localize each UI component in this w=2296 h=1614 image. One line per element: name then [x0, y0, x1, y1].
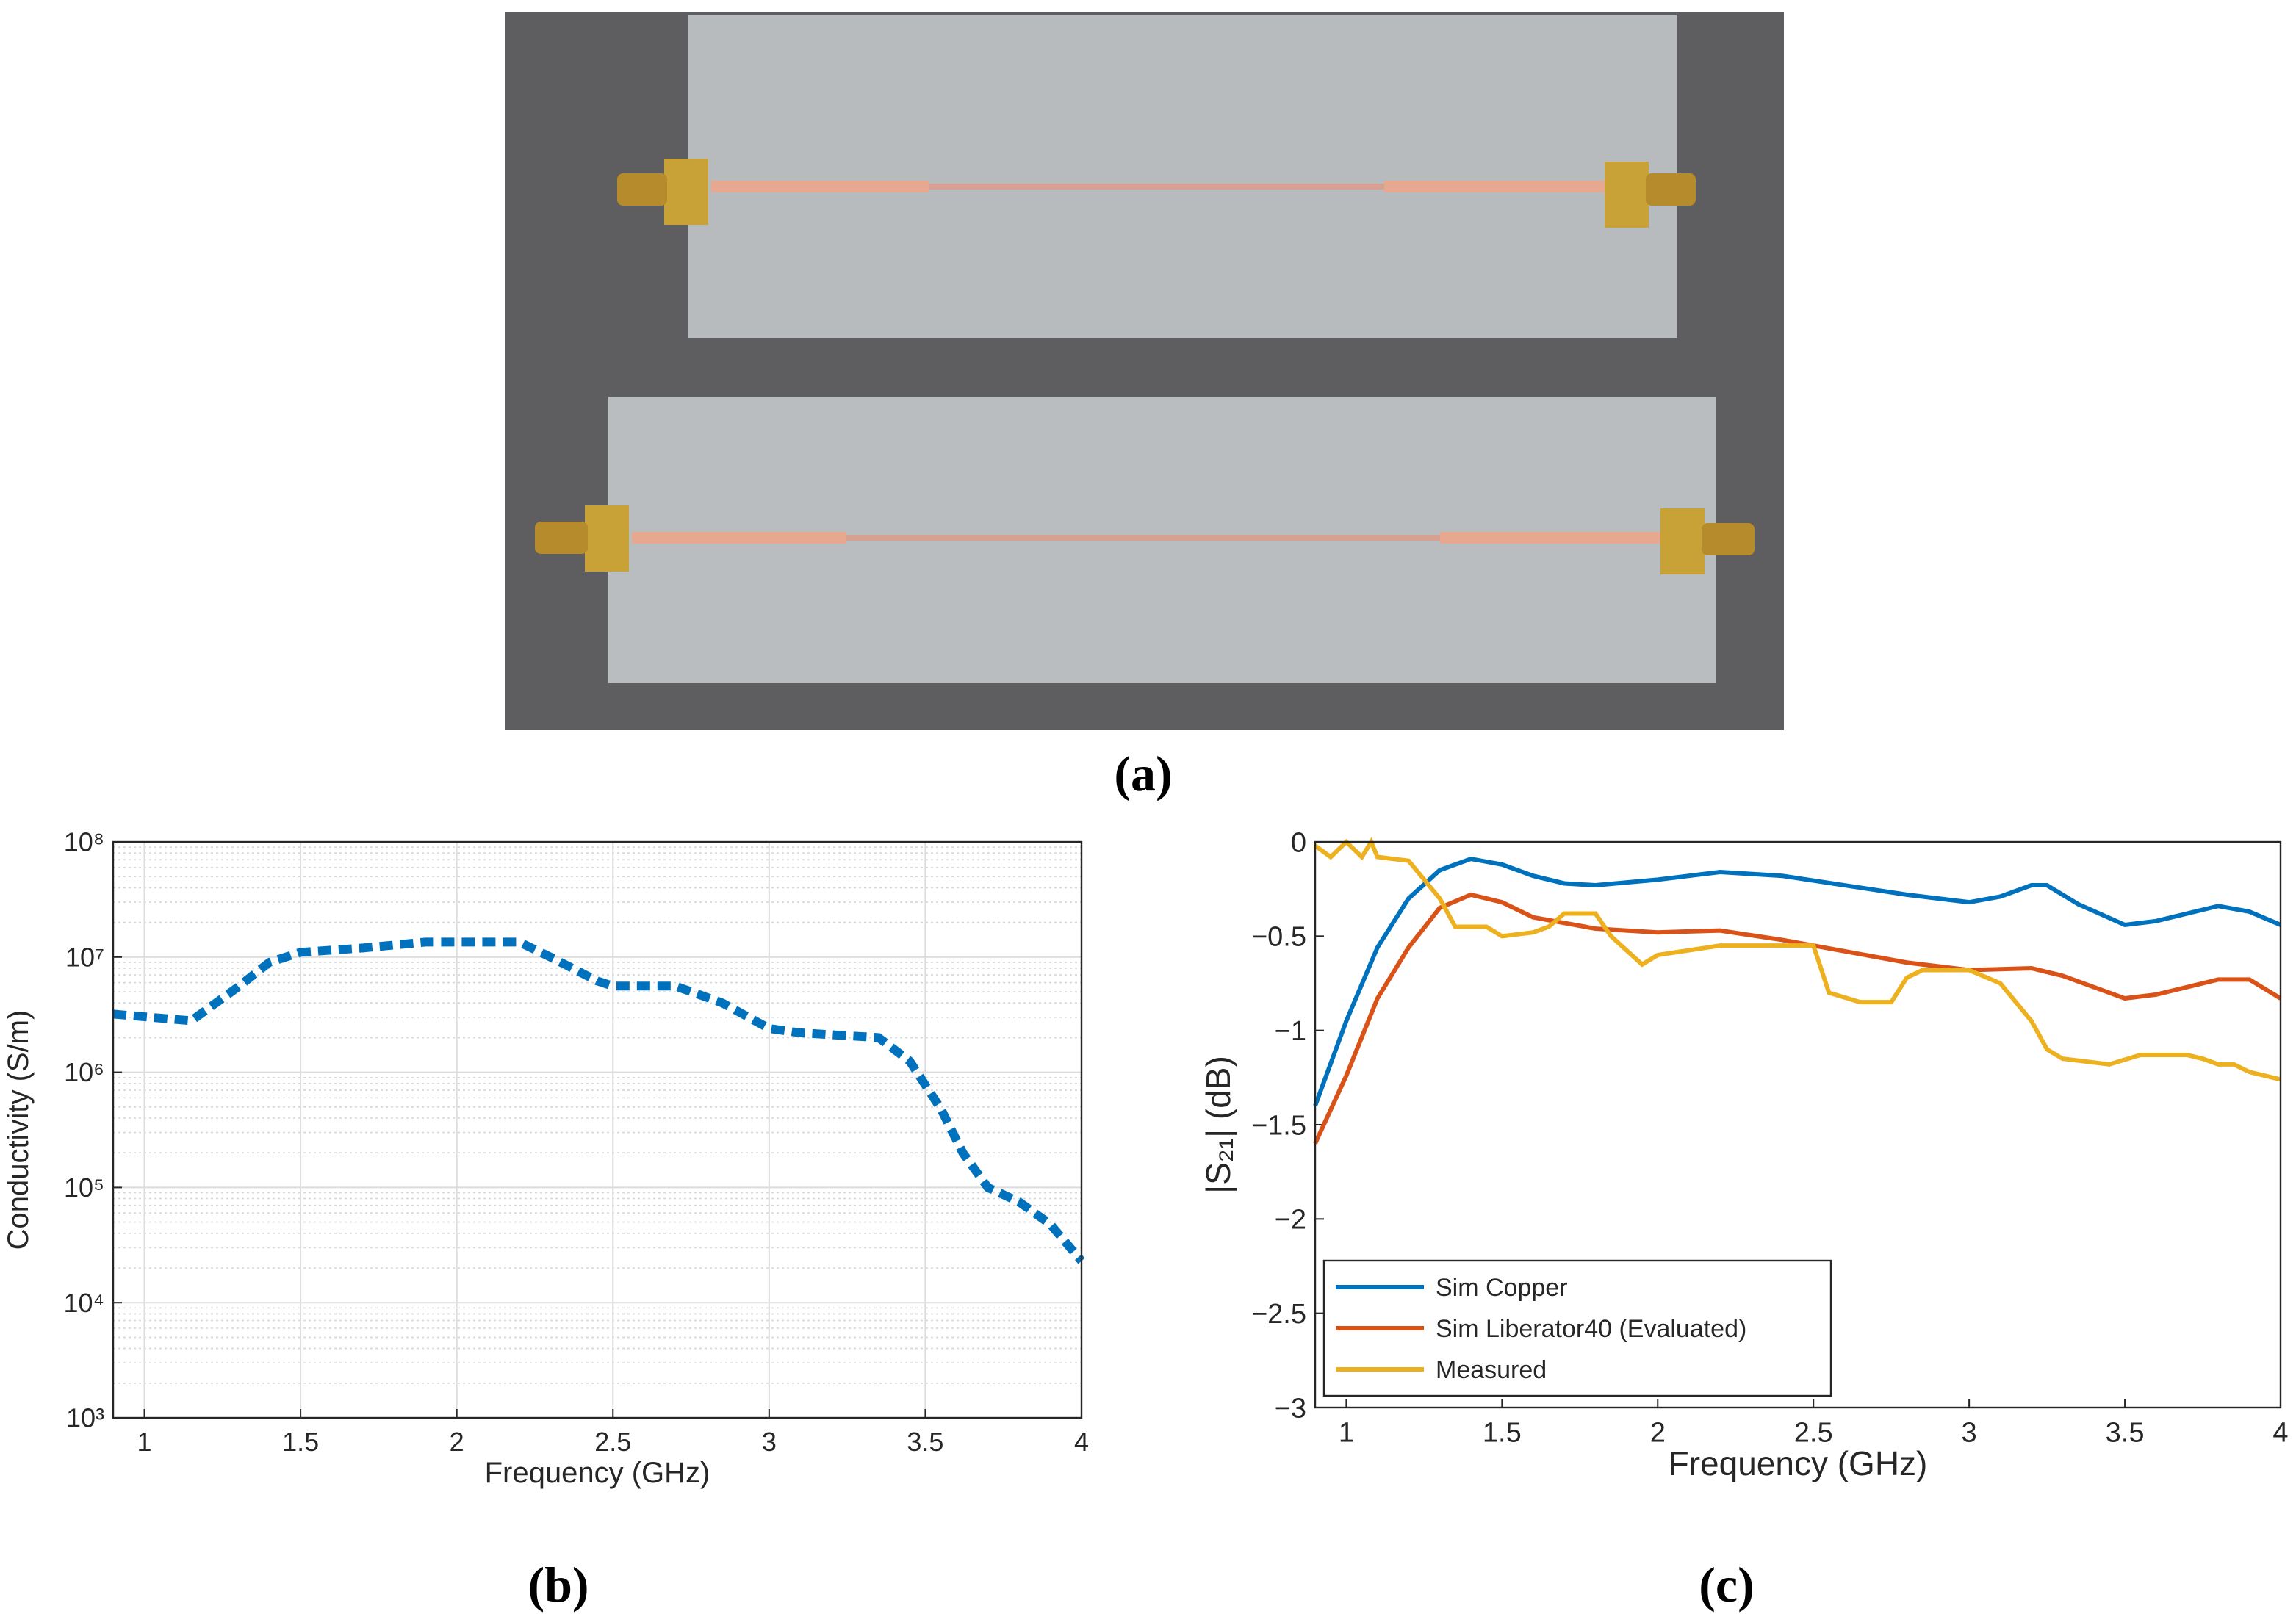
trace	[632, 532, 846, 544]
y-axis-label: |S₂₁| (dB)	[1199, 1056, 1237, 1194]
trace	[846, 535, 1440, 541]
x-tick-label: 4	[2272, 1417, 2288, 1448]
connector	[1605, 162, 1649, 228]
axes-box	[1314, 840, 2282, 1409]
data-line	[1314, 837, 2281, 1082]
x-tick-label: 2.5	[594, 1427, 631, 1457]
trace	[929, 184, 1384, 190]
y-tick-label: −0.5	[1251, 922, 1306, 953]
panel-caption: (b)	[528, 1557, 589, 1613]
x-tick-label: 4	[1074, 1427, 1089, 1457]
y-tick-label: 10⁶	[64, 1057, 104, 1087]
y-tick-label: −3	[1275, 1393, 1306, 1424]
data-line	[1313, 892, 2282, 1145]
connector	[1660, 508, 1705, 574]
legend-label: Measured	[1436, 1356, 1547, 1384]
x-tick-label: 3.5	[2106, 1417, 2145, 1448]
photo	[505, 12, 1784, 730]
connector	[1702, 523, 1755, 555]
y-tick-label: −1.5	[1251, 1110, 1306, 1141]
connector	[585, 505, 629, 572]
x-tick-label: 2	[450, 1427, 464, 1457]
legend-label: Sim Liberator40 (Evaluated)	[1436, 1315, 1746, 1343]
y-tick-label: 10⁷	[65, 942, 104, 972]
y-axis-label: Conductivity (S/m)	[2, 1010, 35, 1250]
x-tick-label: 3	[762, 1427, 777, 1457]
trace	[1384, 181, 1605, 192]
y-tick-label: 10⁴	[63, 1288, 104, 1318]
connector	[535, 522, 588, 554]
x-axis-label: Frequency (GHz)	[485, 1457, 710, 1489]
x-tick-label: 1.5	[1483, 1417, 1522, 1448]
y-tick-label: −1	[1275, 1016, 1306, 1047]
y-tick-label: 10⁵	[64, 1172, 104, 1203]
trace	[1440, 532, 1660, 544]
axes-box	[112, 840, 1083, 1419]
plot-area	[113, 842, 1082, 1418]
panel-caption: (c)	[1699, 1557, 1754, 1613]
x-tick-label: 1	[1339, 1417, 1354, 1448]
connector	[664, 159, 708, 225]
x-tick-label: 2.5	[1794, 1417, 1833, 1448]
data-line	[1313, 857, 2282, 1107]
data-line	[112, 937, 1085, 1264]
x-axis-label: Frequency (GHz)	[1669, 1444, 1928, 1482]
trace	[711, 181, 929, 192]
y-tick-label: −2	[1275, 1205, 1306, 1236]
y-tick-label: −2.5	[1251, 1299, 1306, 1330]
connector	[617, 173, 667, 206]
y-tick-label: 0	[1291, 827, 1306, 858]
y-tick-label: 10³	[66, 1403, 104, 1433]
connector	[1646, 173, 1696, 206]
x-tick-label: 3.5	[907, 1427, 943, 1457]
x-tick-label: 2	[1650, 1417, 1666, 1448]
x-tick-label: 3	[1962, 1417, 1977, 1448]
legend-label: Sim Copper	[1436, 1274, 1568, 1302]
x-tick-label: 1	[137, 1427, 152, 1457]
board	[688, 15, 1677, 338]
panel-caption: (a)	[1114, 746, 1172, 801]
y-tick-label: 10⁸	[64, 827, 104, 857]
x-tick-label: 1.5	[282, 1427, 319, 1457]
